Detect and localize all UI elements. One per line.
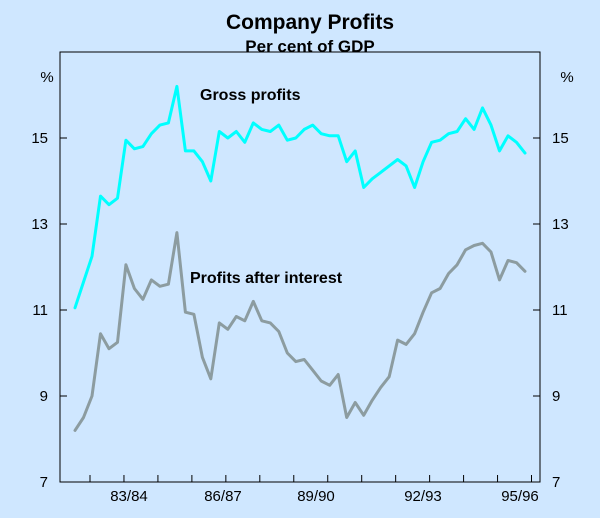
y-tick-label-right: 15 <box>552 130 569 147</box>
y-unit-left: % <box>40 69 53 86</box>
series-line-profits-after-interest <box>73 231 527 432</box>
chart-subtitle: Per cent of GDP <box>245 37 374 56</box>
y-tick-label-left: 7 <box>40 474 48 491</box>
x-tick-label: 95/96 <box>501 488 539 505</box>
y-tick-label-right: 11 <box>552 302 568 319</box>
x-tick-label: 89/90 <box>297 488 335 505</box>
axis-ticks: 7 7 9 9 11 11 13 13 15 15 83/84 86/87 89/90 92/93 95/9… <box>31 130 568 505</box>
y-tick-label-left: 9 <box>40 388 48 405</box>
series-label-profits-after-interest: Profits after interest <box>190 270 343 287</box>
y-tick-label-left: 15 <box>31 130 48 147</box>
y-tick-label-right: 7 <box>552 474 560 491</box>
series-lines <box>73 84 527 432</box>
x-tick-label: 86/87 <box>204 488 242 505</box>
x-tick-label: 83/84 <box>110 488 148 505</box>
y-unit-right: % <box>560 69 573 86</box>
y-tick-label-right: 9 <box>552 388 560 405</box>
series-label-gross-profits: Gross profits <box>200 87 301 104</box>
y-tick-label-left: 13 <box>31 216 48 233</box>
x-tick-label: 92/93 <box>404 488 442 505</box>
y-tick-label-left: 11 <box>32 302 48 319</box>
series-line-gross-profits <box>73 84 527 310</box>
y-tick-label-right: 13 <box>552 216 569 233</box>
plot-frame <box>59 51 541 483</box>
chart-title: Company Profits <box>226 11 394 34</box>
